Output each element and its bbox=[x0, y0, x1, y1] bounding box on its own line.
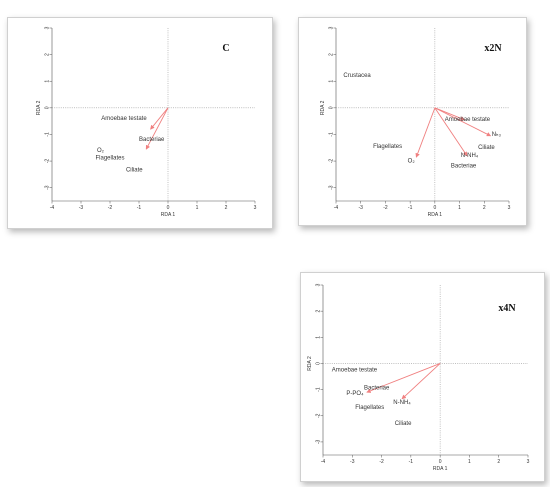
x-tick-label: 3 bbox=[508, 205, 511, 211]
y-tick-label: -1 bbox=[45, 132, 51, 137]
panel-x4n: -4 -3 -2 -1 0 1 2 3 -3 -2 -1 0 1 2 3 RDA 1 RDA 2 x4N Amoeb… bbox=[300, 272, 545, 482]
x-tick-label: 3 bbox=[254, 205, 257, 211]
x-tick-label: -3 bbox=[350, 459, 355, 465]
x-axis-label: RDA 1 bbox=[433, 466, 448, 472]
variable-label: N-NH₄ bbox=[393, 400, 411, 406]
y-axis-label: RDA 2 bbox=[307, 356, 313, 371]
y-axis-label: RDA 2 bbox=[36, 100, 42, 115]
x-tick-label: -4 bbox=[321, 459, 326, 465]
x-tick-label: 0 bbox=[439, 459, 442, 465]
vector-arrow bbox=[401, 363, 441, 400]
variable-label: O₂ bbox=[97, 148, 105, 154]
x-tick-label: -2 bbox=[108, 205, 113, 211]
variable-label: Crustacea bbox=[343, 73, 371, 79]
variable-label: O₂ bbox=[408, 158, 416, 164]
vector-arrow bbox=[366, 363, 441, 393]
variable-label: N-NH₄ bbox=[461, 153, 479, 159]
y-tick-label: 3 bbox=[45, 26, 51, 29]
vector-arrow bbox=[434, 107, 466, 121]
y-tick-label: 1 bbox=[44, 80, 50, 83]
vector-arrow bbox=[150, 107, 169, 130]
variable-label: P-PO₄ bbox=[346, 391, 364, 397]
y-axis-label: RDA 2 bbox=[320, 100, 326, 115]
x-tick-label: 1 bbox=[458, 205, 461, 211]
x-tick-label: 3 bbox=[527, 459, 530, 465]
y-tick-label: 0 bbox=[45, 106, 51, 109]
y-tick-label: 0 bbox=[329, 106, 335, 109]
x-tick-label: 0 bbox=[433, 205, 436, 211]
chart-c: -4 -3 -2 -1 0 1 2 3 -3 -2 -1 0 1 2 3 RDA 1 RDA 2 C Amoebae… bbox=[36, 26, 257, 218]
y-tick-label: -3 bbox=[316, 439, 322, 444]
x-tick-label: 2 bbox=[497, 459, 500, 465]
y-tick-label: 2 bbox=[45, 53, 51, 56]
y-tick-label: -2 bbox=[316, 413, 322, 418]
x-tick-label: -4 bbox=[334, 205, 339, 211]
y-tick-label: 2 bbox=[316, 310, 322, 313]
x-tick-label: -3 bbox=[358, 205, 363, 211]
panel-x2n: -4 -3 -2 -1 0 1 2 3 -3 -2 -1 0 1 2 3 RDA 1 RDA 2 x2N Crust… bbox=[298, 17, 527, 226]
x-tick-label: 2 bbox=[483, 205, 486, 211]
variable-label: Nₕ₃ bbox=[492, 132, 502, 138]
x-axis-label: RDA 1 bbox=[428, 212, 443, 218]
variable-label: Bacteriae bbox=[139, 137, 165, 143]
x-tick-label: 1 bbox=[468, 459, 471, 465]
y-tick-label: -3 bbox=[329, 185, 335, 190]
variable-label: Ciliate bbox=[126, 168, 143, 174]
variable-label: Flagellates bbox=[355, 405, 384, 411]
vector-arrow bbox=[415, 107, 436, 158]
y-tick-label: 0 bbox=[316, 362, 322, 365]
chart-x4n: -4 -3 -2 -1 0 1 2 3 -3 -2 -1 0 1 2 3 RDA 1 RDA 2 x4N Amoeb… bbox=[307, 283, 530, 472]
y-tick-label: -3 bbox=[45, 185, 51, 190]
y-tick-label: -1 bbox=[316, 387, 322, 392]
y-tick-label: -2 bbox=[329, 159, 335, 164]
x-tick-label: -2 bbox=[379, 459, 384, 465]
panel-c: -4 -3 -2 -1 0 1 2 3 -3 -2 -1 0 1 2 3 RDA 1 RDA 2 C Amoebae… bbox=[7, 17, 273, 229]
y-tick-label: 1 bbox=[329, 80, 335, 83]
y-tick-label: 3 bbox=[329, 26, 335, 29]
variable-label: Amoebae testate bbox=[332, 367, 378, 373]
vector-arrow bbox=[434, 107, 492, 137]
variable-label: Ciliate bbox=[478, 145, 495, 151]
y-tick-label: -2 bbox=[45, 159, 51, 164]
chart-x2n: -4 -3 -2 -1 0 1 2 3 -3 -2 -1 0 1 2 3 RDA 1 RDA 2 x2N Crust… bbox=[320, 26, 511, 218]
panel-title: x2N bbox=[484, 43, 502, 54]
panel-title: C bbox=[222, 43, 229, 54]
y-tick-label: 3 bbox=[316, 283, 322, 286]
x-tick-label: 2 bbox=[225, 205, 228, 211]
x-tick-label: 1 bbox=[196, 205, 199, 211]
variable-label: Amoebae testate bbox=[445, 117, 491, 123]
y-tick-label: 2 bbox=[329, 53, 335, 56]
vector-arrow bbox=[145, 107, 169, 150]
x-tick-label: -3 bbox=[79, 205, 84, 211]
x-tick-label: -1 bbox=[137, 205, 142, 211]
variable-label: Amoebae testate bbox=[101, 116, 147, 122]
x-tick-label: -1 bbox=[409, 459, 414, 465]
vector-arrow bbox=[434, 107, 468, 157]
variable-label: Ciliate bbox=[395, 421, 412, 427]
variable-label: Bacteriae bbox=[364, 386, 390, 392]
y-tick-label: 1 bbox=[316, 336, 322, 339]
variable-label: Bacteriae bbox=[451, 164, 477, 170]
variable-label: Flagellates bbox=[96, 156, 125, 162]
y-tick-label: -1 bbox=[329, 132, 335, 137]
x-tick-label: -4 bbox=[50, 205, 55, 211]
x-tick-label: 0 bbox=[167, 205, 170, 211]
x-axis-label: RDA 1 bbox=[161, 212, 176, 218]
x-tick-label: -1 bbox=[408, 205, 413, 211]
x-tick-label: -2 bbox=[383, 205, 388, 211]
panel-title: x4N bbox=[498, 303, 516, 314]
variable-label: Flagellates bbox=[373, 144, 402, 150]
